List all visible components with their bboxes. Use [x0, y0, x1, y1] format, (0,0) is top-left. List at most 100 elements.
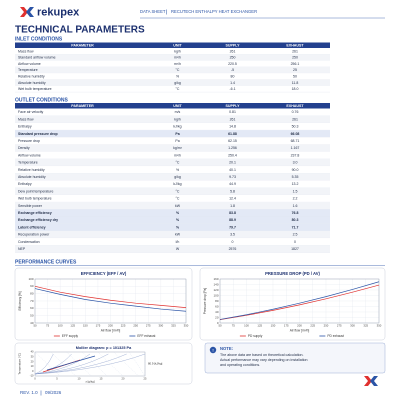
table-cell: 71.7 — [292, 225, 299, 229]
enthalpy-line — [66, 351, 92, 377]
humidity-curve — [34, 353, 54, 375]
table-cell: °C — [176, 197, 180, 201]
table-cell: g/kg — [174, 175, 181, 179]
y-tick-label: 120 — [213, 288, 218, 292]
y-tick-label: 80 — [30, 291, 34, 295]
table-cell: kg/h — [174, 117, 181, 121]
table-cell: 76.8 — [292, 211, 299, 215]
y-tick-label: -10 — [30, 374, 34, 378]
y-tick-label: 30 — [31, 354, 34, 358]
x-tick-label: 10 — [78, 376, 81, 380]
table-cell: 80.3 — [292, 218, 299, 222]
y-tick-label: 60 — [215, 304, 219, 308]
table-cell: 237.8 — [291, 153, 300, 157]
enthalpy-line — [34, 351, 61, 377]
x-axis-label: x [g/kg] — [85, 380, 94, 384]
column-header: PARAMETER — [71, 104, 94, 108]
table-row — [15, 48, 330, 55]
table-row — [15, 130, 330, 138]
table-cell: 261 — [230, 117, 236, 121]
y-tick-label: 50 — [30, 313, 34, 317]
x-tick-label: 125 — [257, 324, 262, 328]
x-tick-label: 0 — [34, 376, 36, 380]
y-tick-label: 80 — [215, 299, 219, 303]
table-cell: % — [176, 168, 179, 172]
table-cell: 5.35 — [292, 175, 299, 179]
table-cell: 261 — [230, 49, 236, 53]
table-cell: Face air velocity — [18, 110, 44, 114]
table-cell: 25 — [293, 68, 297, 72]
table-cell: Latent efficiency — [18, 225, 46, 229]
y-tick-label: 160 — [213, 277, 218, 281]
x-tick-label: 100 — [58, 324, 63, 328]
x-axis-label: Air flow [m³/h] — [290, 328, 310, 332]
humidity-curve — [34, 353, 146, 375]
table-cell: kW — [175, 233, 181, 237]
section-heading: PERFORMANCE CURVES — [15, 259, 77, 265]
table-row — [15, 115, 330, 123]
x-tick-label: 20 — [122, 376, 125, 380]
table-cell: 11.8 — [292, 81, 299, 85]
x-tick-label: 15 — [100, 376, 103, 380]
x-tick-label: 25 — [144, 376, 147, 380]
table-row — [15, 108, 330, 116]
table-cell: 0 — [232, 240, 234, 244]
table-row — [15, 230, 330, 239]
table-cell: 62.15 — [228, 139, 237, 143]
table-cell: 61.88 — [228, 132, 237, 136]
table-cell: Mass flow — [18, 117, 34, 121]
table-row — [15, 158, 330, 167]
x-tick-label: 225 — [310, 324, 315, 328]
table-row — [15, 85, 330, 93]
column-header: UNIT — [173, 43, 182, 47]
y-tick-label: 60 — [30, 306, 34, 310]
x-tick-label: 300 — [158, 324, 163, 328]
note-icon — [209, 346, 217, 354]
table-cell: 3.5 — [230, 233, 235, 237]
table-row — [15, 166, 330, 174]
y-tick-label: 0 — [217, 321, 219, 325]
table-row — [15, 60, 330, 67]
product-name: RECUTECH ENTHALPY HEAT EXCHANGER — [171, 9, 257, 14]
table-cell: Pressure drop — [18, 139, 40, 143]
table-cell: 12.4 — [229, 197, 236, 201]
y-tick-label: 20 — [215, 315, 219, 319]
table-cell: m/s — [175, 110, 181, 114]
y-tick-label: 40 — [215, 310, 219, 314]
x-tick-label: 325 — [363, 324, 368, 328]
table-cell: 88.9 — [229, 218, 236, 222]
table-row — [15, 151, 330, 159]
table-cell: 2576 — [229, 247, 237, 251]
table-cell: °C — [176, 161, 180, 165]
table-cell: 80 — [231, 74, 235, 78]
x-tick-label: 150 — [271, 324, 276, 328]
table-cell: 1.5 — [293, 189, 298, 193]
column-header: SUPPLY — [225, 43, 240, 47]
table-cell: 14.8 — [229, 125, 236, 129]
x-tick-label: 200 — [297, 324, 302, 328]
x-tick-label: 250 — [133, 324, 138, 328]
table-cell: kJ/kg — [173, 182, 181, 186]
x-tick-label: 125 — [70, 324, 75, 328]
legend-label: PD supply — [248, 334, 263, 338]
table-cell: Absolute humidity — [18, 175, 46, 179]
table-row — [15, 144, 330, 152]
table-cell: Relative humidity — [18, 74, 45, 78]
table-cell: Sensible power — [18, 204, 43, 208]
table-cell: 40.1 — [229, 168, 236, 172]
y-tick-label: 70 — [30, 299, 34, 303]
x-tick-label: 275 — [146, 324, 151, 328]
series-line — [219, 281, 380, 320]
table-cell: Wet bulb temperature — [18, 87, 52, 91]
table-cell: kJ/kg — [173, 125, 181, 129]
table-cell: W — [176, 247, 180, 251]
table-cell: 1.167 — [291, 146, 300, 150]
table-cell: 2.2 — [293, 197, 298, 201]
table-row — [15, 79, 330, 86]
x-tick-label: 75 — [46, 324, 50, 328]
table-cell: 250 — [230, 56, 236, 60]
legend-label: PD exhaust — [327, 334, 344, 338]
note-text: The above data are based on theoretical … — [220, 353, 308, 367]
